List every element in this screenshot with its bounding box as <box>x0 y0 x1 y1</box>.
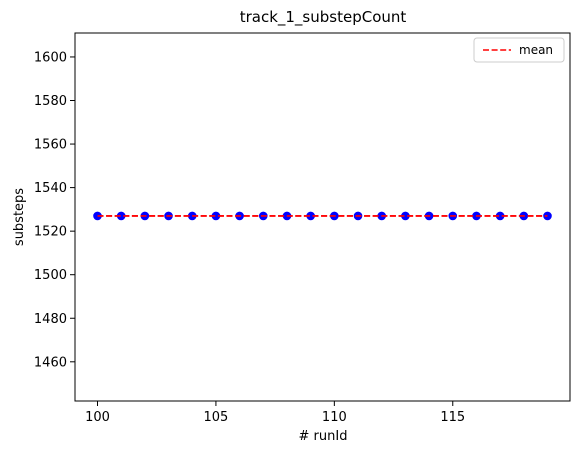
y-tick-label: 1500 <box>34 268 67 283</box>
data-point <box>306 211 315 221</box>
data-point <box>211 211 221 221</box>
y-tick-label: 1580 <box>34 94 67 109</box>
y-tick-label: 1480 <box>34 312 67 327</box>
y-tick-label: 1520 <box>34 225 67 240</box>
legend-label: mean <box>519 43 553 57</box>
data-point <box>116 211 126 221</box>
x-tick-label: 110 <box>322 410 347 425</box>
data-point <box>495 211 505 221</box>
legend-box <box>473 37 565 63</box>
data-point <box>401 211 410 221</box>
y-tick-label: 1600 <box>34 50 67 65</box>
x-tick-label: 105 <box>204 410 229 425</box>
y-tick-label: 1540 <box>34 181 67 196</box>
x-axis-label: # runId <box>299 429 348 444</box>
x-tick-label: 115 <box>440 410 465 425</box>
plot-area: 100 105 110 115 1460 1480 1500 1520 1540 1560 1580… <box>34 32 571 425</box>
x-tick-label: 100 <box>85 410 110 425</box>
chart-title: track_1_substepCount <box>240 8 407 27</box>
axes-frame <box>74 32 571 402</box>
y-tick-label: 1460 <box>34 355 67 370</box>
y-tick-label: 1560 <box>34 138 67 153</box>
y-axis-label: substeps <box>12 188 27 246</box>
legend: mean <box>473 37 565 63</box>
